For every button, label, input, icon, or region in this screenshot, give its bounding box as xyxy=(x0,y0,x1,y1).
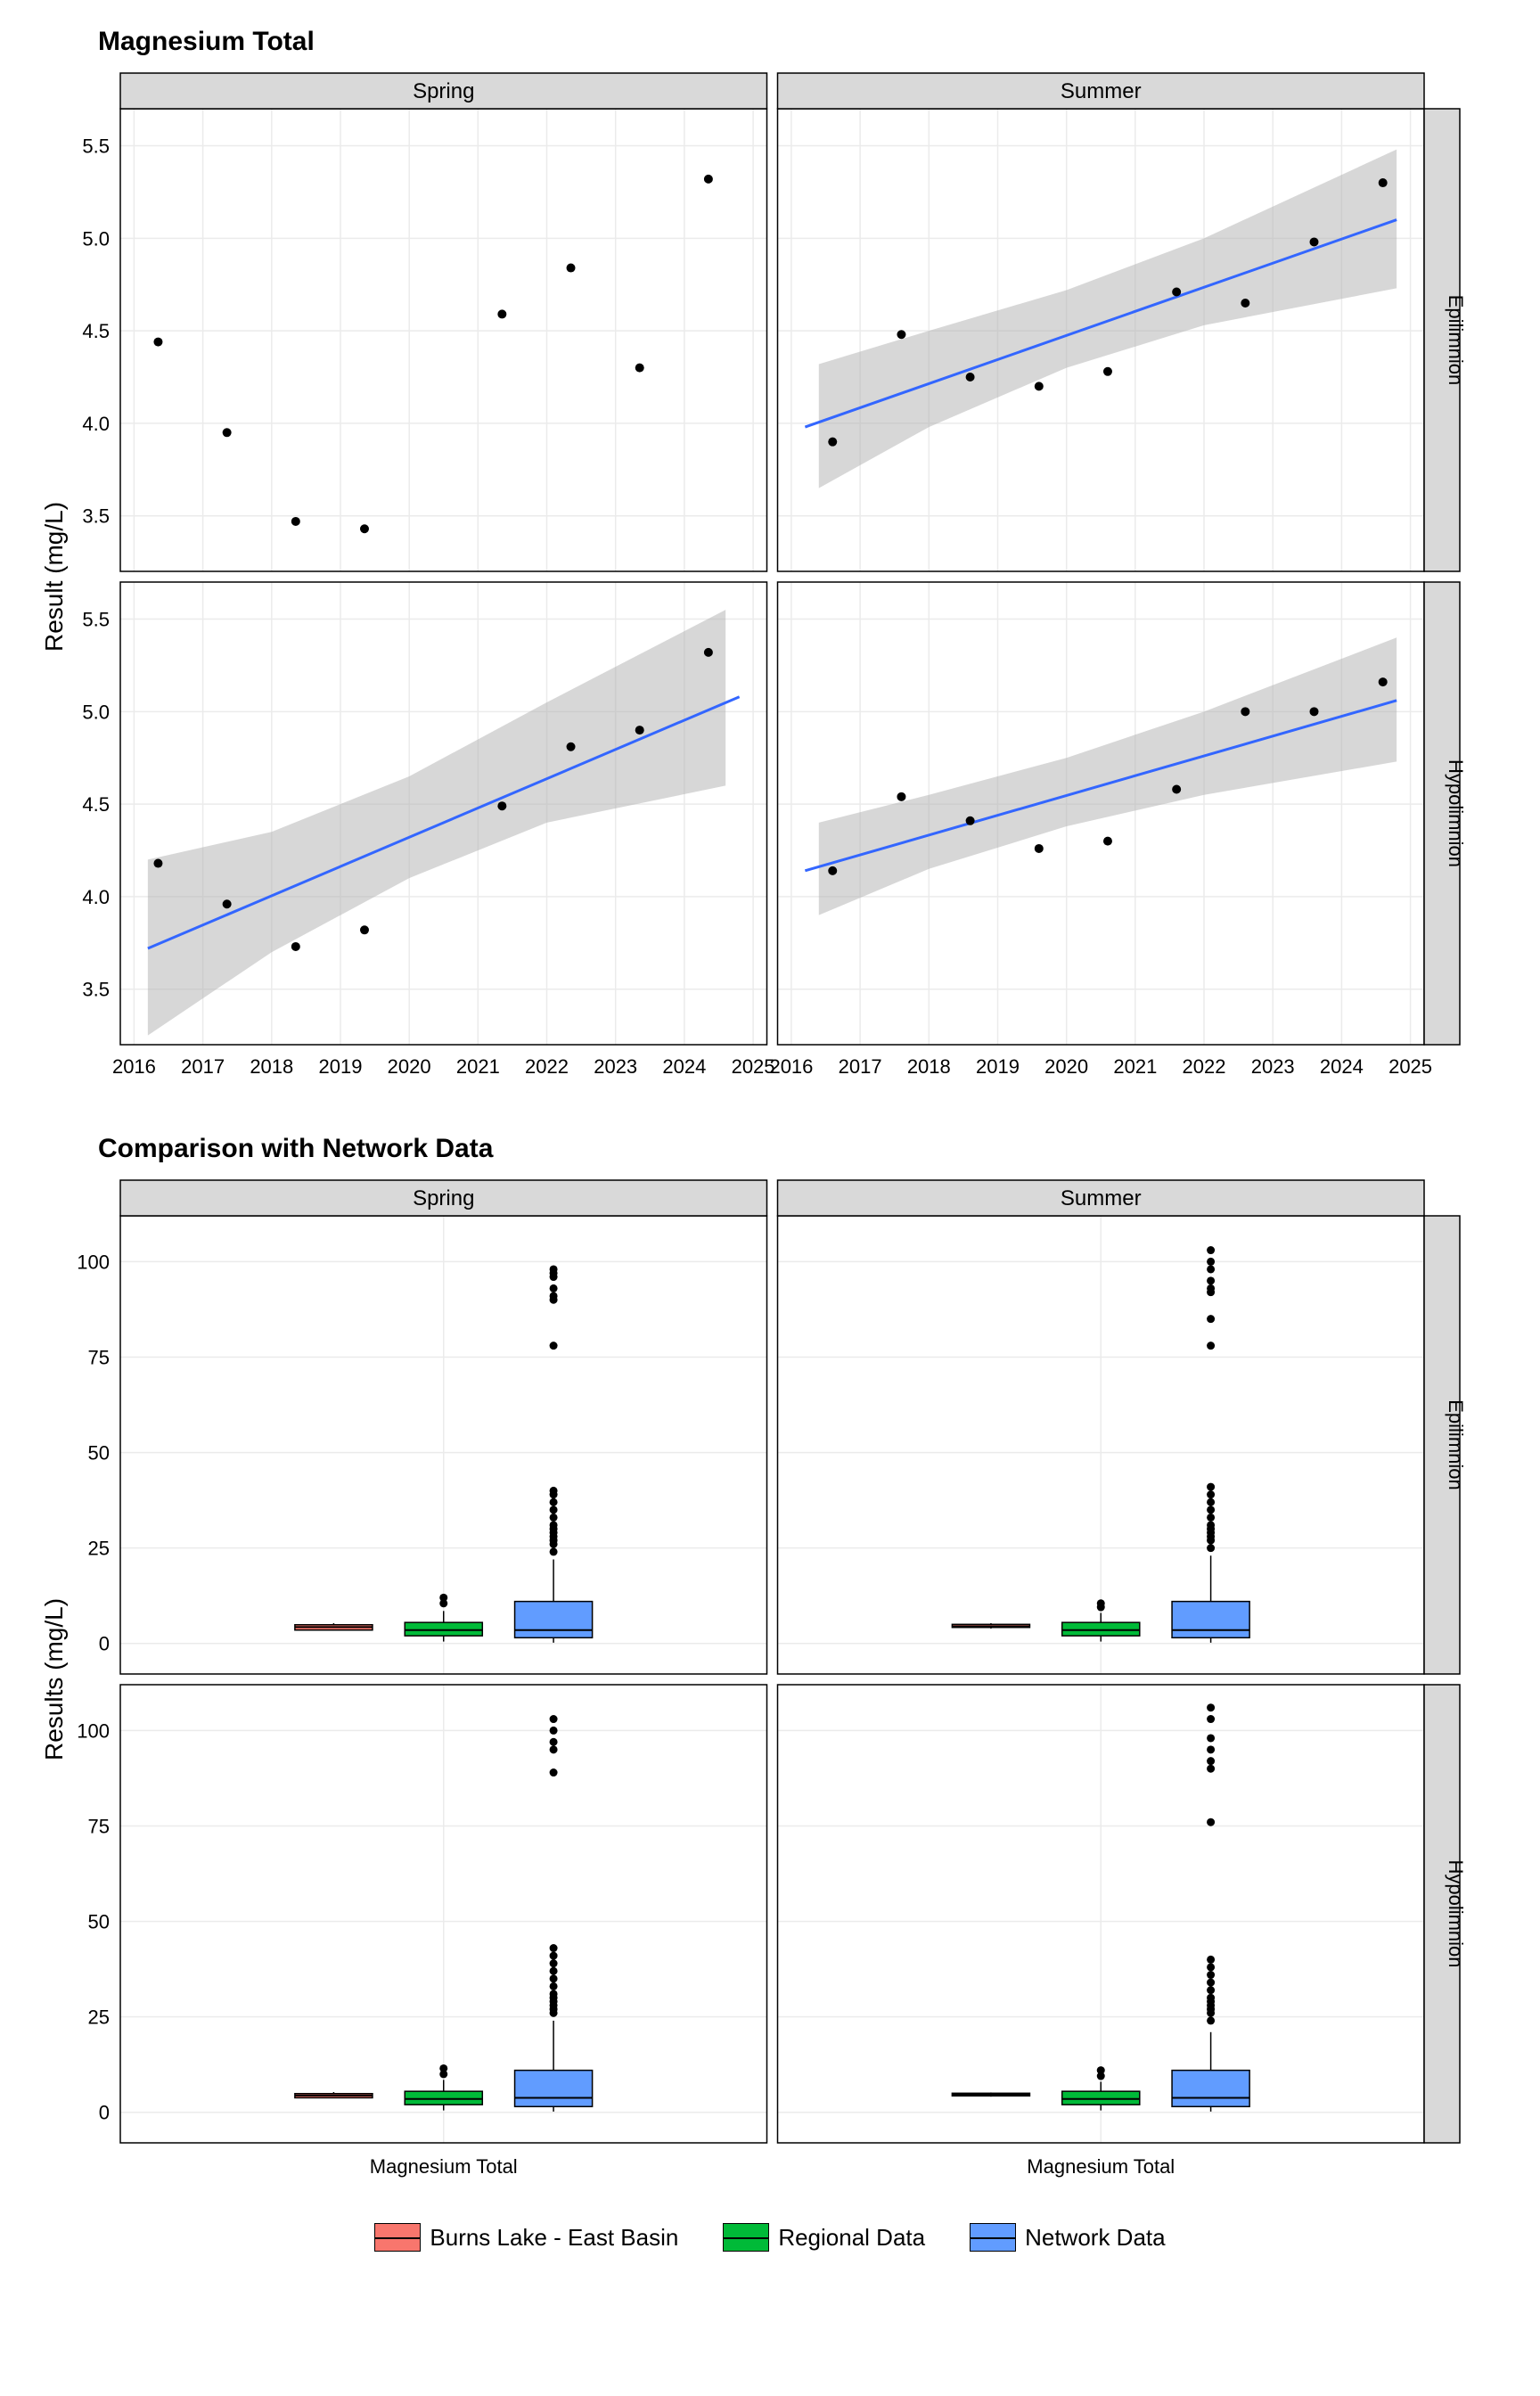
svg-text:25: 25 xyxy=(88,1538,110,1560)
legend-label: Burns Lake - East Basin xyxy=(430,2224,678,2252)
svg-text:2020: 2020 xyxy=(1044,1055,1088,1078)
svg-text:2025: 2025 xyxy=(1388,1055,1432,1078)
svg-text:Results (mg/L): Results (mg/L) xyxy=(40,1598,68,1760)
svg-text:2018: 2018 xyxy=(907,1055,951,1078)
svg-text:2023: 2023 xyxy=(1251,1055,1295,1078)
svg-text:2017: 2017 xyxy=(839,1055,882,1078)
svg-text:Epilimnion: Epilimnion xyxy=(1445,1399,1467,1490)
legend-swatch-burns xyxy=(374,2223,421,2252)
svg-text:2016: 2016 xyxy=(769,1055,813,1078)
legend-label: Network Data xyxy=(1025,2224,1166,2252)
svg-text:4.0: 4.0 xyxy=(82,886,110,908)
scatter-chart: Spring 3.5 4.0 4.5 5.0 5.5 Summer Epilimnion 3.5… xyxy=(36,64,1504,1098)
svg-text:3.5: 3.5 xyxy=(82,979,110,1001)
svg-text:2025: 2025 xyxy=(732,1055,775,1078)
legend-item-regional: Regional Data xyxy=(723,2223,925,2252)
svg-text:Spring: Spring xyxy=(413,1186,474,1210)
svg-text:2024: 2024 xyxy=(1320,1055,1364,1078)
svg-text:Hypolimnion: Hypolimnion xyxy=(1445,759,1467,867)
svg-text:2022: 2022 xyxy=(1183,1055,1226,1078)
svg-text:2023: 2023 xyxy=(594,1055,637,1078)
boxplot-title: Comparison with Network Data xyxy=(98,1134,1504,1164)
svg-text:100: 100 xyxy=(77,1719,110,1742)
svg-text:5.5: 5.5 xyxy=(82,609,110,631)
svg-text:4.0: 4.0 xyxy=(82,413,110,435)
legend-swatch-regional xyxy=(723,2223,769,2252)
svg-text:2017: 2017 xyxy=(181,1055,225,1078)
svg-text:5.0: 5.0 xyxy=(82,227,110,250)
svg-text:Magnesium Total: Magnesium Total xyxy=(1027,2155,1175,2178)
svg-text:2016: 2016 xyxy=(112,1055,156,1078)
scatter-title: Magnesium Total xyxy=(98,27,1504,57)
svg-text:Hypolimnion: Hypolimnion xyxy=(1445,1859,1467,1967)
boxplot-chart: Spring 0 25 50 75 100 Summer Epilimnion 0 25 50 75 1… xyxy=(36,1171,1504,2196)
legend-item-network: Network Data xyxy=(970,2223,1166,2252)
svg-text:5.5: 5.5 xyxy=(82,135,110,158)
svg-text:75: 75 xyxy=(88,1815,110,1837)
svg-text:3.5: 3.5 xyxy=(82,505,110,528)
svg-text:Summer: Summer xyxy=(1061,79,1142,103)
svg-text:25: 25 xyxy=(88,2006,110,2029)
legend: Burns Lake - East Basin Regional Data Ne… xyxy=(36,2223,1504,2252)
svg-text:Result (mg/L): Result (mg/L) xyxy=(40,502,68,652)
svg-text:2021: 2021 xyxy=(456,1055,500,1078)
svg-text:0: 0 xyxy=(99,1633,110,1655)
svg-text:5.0: 5.0 xyxy=(82,701,110,723)
svg-text:75: 75 xyxy=(88,1346,110,1368)
svg-text:Epilimnion: Epilimnion xyxy=(1445,295,1467,386)
svg-text:2018: 2018 xyxy=(250,1055,293,1078)
svg-text:Magnesium Total: Magnesium Total xyxy=(370,2155,518,2178)
svg-text:2019: 2019 xyxy=(319,1055,363,1078)
svg-text:0: 0 xyxy=(99,2102,110,2124)
legend-label: Regional Data xyxy=(778,2224,925,2252)
svg-text:2024: 2024 xyxy=(662,1055,706,1078)
svg-text:50: 50 xyxy=(88,1911,110,1933)
svg-text:50: 50 xyxy=(88,1442,110,1465)
legend-item-burns: Burns Lake - East Basin xyxy=(374,2223,678,2252)
svg-text:100: 100 xyxy=(77,1251,110,1273)
svg-text:2022: 2022 xyxy=(525,1055,569,1078)
legend-swatch-network xyxy=(970,2223,1016,2252)
svg-text:4.5: 4.5 xyxy=(82,320,110,342)
svg-text:Spring: Spring xyxy=(413,79,474,103)
svg-text:4.5: 4.5 xyxy=(82,793,110,816)
svg-text:2020: 2020 xyxy=(388,1055,431,1078)
svg-text:2021: 2021 xyxy=(1113,1055,1157,1078)
svg-text:Summer: Summer xyxy=(1061,1186,1142,1210)
svg-text:2019: 2019 xyxy=(976,1055,1020,1078)
